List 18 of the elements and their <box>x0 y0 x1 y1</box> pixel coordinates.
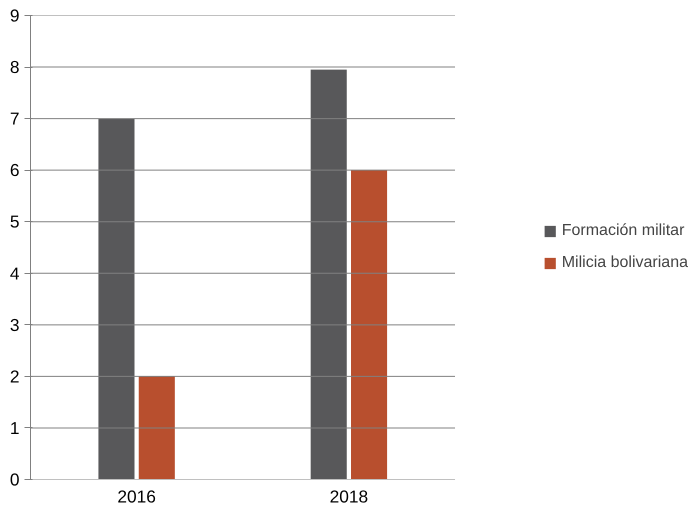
y-tick-label: 0 <box>10 470 20 490</box>
legend-label: Formación militar <box>562 222 684 240</box>
y-tick-label: 9 <box>10 6 20 26</box>
x-tick-label: 2016 <box>117 486 156 506</box>
bar <box>98 118 135 480</box>
x-tick-label: 2018 <box>330 486 368 506</box>
y-tick-label: 3 <box>10 314 20 335</box>
y-tick-label: 1 <box>10 418 20 438</box>
legend-label: Milicia bolivariana <box>562 254 688 272</box>
y-tick-label: 5 <box>10 212 20 232</box>
y-tick-label: 8 <box>10 57 20 78</box>
bar <box>351 170 388 480</box>
y-tick-label: 7 <box>10 108 20 129</box>
bar <box>138 376 175 480</box>
y-tick-label: 4 <box>10 263 20 284</box>
y-tick-label: 2 <box>10 366 20 386</box>
bar <box>310 70 347 480</box>
y-tick-label: 6 <box>10 160 20 180</box>
